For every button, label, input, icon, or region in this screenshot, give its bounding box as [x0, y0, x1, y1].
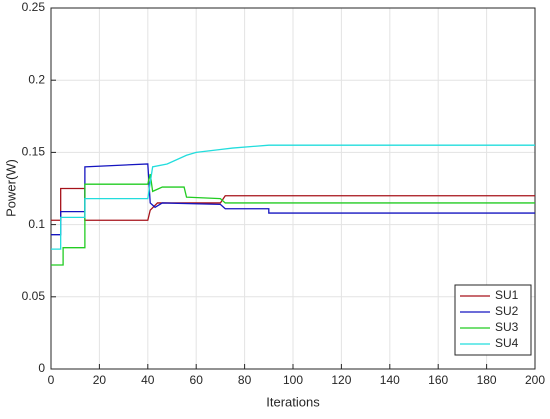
y-tick-label: 0.1	[28, 217, 45, 231]
y-tick-label: 0.2	[28, 72, 45, 86]
x-tick-label: 80	[238, 373, 252, 387]
y-axis-label: Power(W)	[3, 159, 18, 217]
line	[51, 173, 535, 266]
x-tick-label: 40	[141, 373, 155, 387]
x-tick-label: 160	[428, 373, 448, 387]
x-tick-label: 20	[93, 373, 107, 387]
x-tick-label: 140	[380, 373, 400, 387]
y-tick-label: 0.05	[22, 289, 46, 303]
axes-box	[50, 7, 536, 370]
x-tick-label: 120	[331, 373, 351, 387]
x-tick-label: 0	[48, 373, 55, 387]
x-tick-label: 180	[477, 373, 497, 387]
line	[51, 163, 535, 236]
y-tick-label: 0	[38, 361, 45, 375]
line	[51, 144, 535, 250]
legend-box	[454, 284, 532, 356]
x-axis-label: Iterations	[266, 394, 320, 409]
legend-label: SU3	[495, 320, 519, 334]
x-tick-label: 100	[283, 373, 303, 387]
y-tick-label: 0.25	[22, 0, 46, 14]
legend-label: SU1	[495, 288, 519, 302]
x-tick-label: 60	[190, 373, 204, 387]
x-tick-label: 200	[525, 373, 545, 387]
legend-label: SU2	[495, 304, 519, 318]
y-tick-label: 0.15	[22, 145, 46, 159]
legend-label: SU4	[495, 336, 519, 350]
